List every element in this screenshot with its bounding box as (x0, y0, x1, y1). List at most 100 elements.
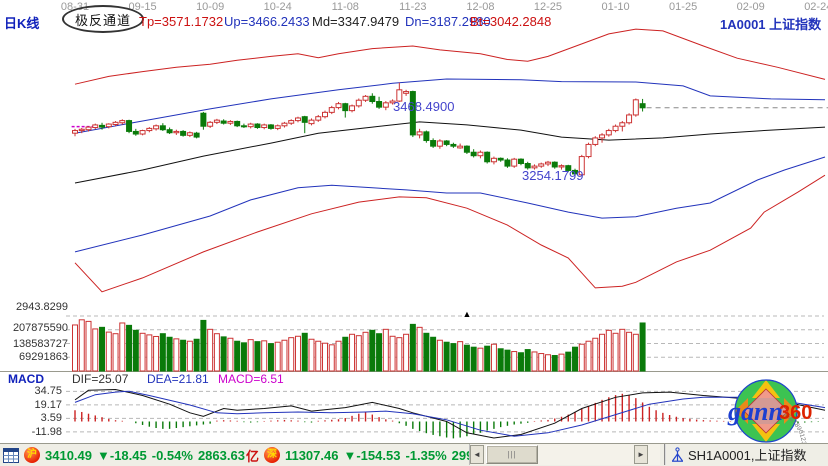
candle (301, 116, 308, 123)
volume-bar (173, 338, 180, 372)
candle (200, 112, 207, 127)
candle (592, 137, 599, 145)
candle (504, 159, 511, 167)
volume-bar (572, 346, 579, 372)
volume-bar (484, 345, 491, 372)
candle (180, 130, 187, 136)
shenzhen-market-icon[interactable]: 深 (263, 447, 280, 463)
candle (484, 151, 491, 163)
candle (558, 165, 565, 168)
candle (119, 120, 126, 124)
candle (240, 125, 247, 128)
volume-bar (267, 343, 274, 372)
scroll-right-button[interactable]: ► (634, 445, 648, 464)
candle (477, 151, 484, 157)
scrollbar-thumb[interactable]: ||| (486, 445, 538, 464)
volume-bar (85, 320, 92, 372)
candle (423, 131, 430, 142)
candle (335, 103, 342, 109)
volume-bar (247, 339, 254, 372)
candle (126, 120, 133, 132)
volume-bar (99, 326, 106, 372)
volume-bar (78, 319, 85, 372)
volume-bar (450, 343, 457, 372)
macd-dif-value: DIF=25.07 (72, 372, 129, 386)
volume-bar (632, 333, 639, 372)
candle (436, 140, 443, 147)
horizontal-scrollbar[interactable]: ◄ ||| ► (469, 444, 660, 465)
volume-bar (200, 319, 207, 372)
price-axis-min-label: 2943.8299 (16, 301, 68, 313)
candle (572, 169, 579, 175)
volume-layer: ▲ (72, 309, 646, 372)
candle (551, 161, 558, 168)
candle (294, 117, 301, 122)
scroll-left-button[interactable]: ◄ (470, 445, 484, 464)
volume-bar (599, 333, 606, 372)
volume-bar (517, 352, 524, 372)
volume-bar (315, 340, 322, 372)
volume-bar (369, 329, 376, 372)
candle (565, 165, 572, 171)
candle (362, 95, 369, 101)
volume-bar (126, 324, 133, 372)
volume-bar (551, 355, 558, 372)
quote-table-icon[interactable] (3, 447, 19, 463)
volume-scale-label-2: 138583727 (12, 338, 68, 350)
candle (220, 120, 227, 124)
volume-bar (490, 343, 497, 372)
volume-bar (403, 333, 410, 372)
volume-bar (322, 342, 329, 372)
candle (281, 122, 288, 127)
channel-indicator-badge[interactable]: 极反通道 (62, 5, 144, 33)
candle (619, 122, 626, 127)
channel-bottom-value: Bt=3042.2848 (470, 14, 552, 29)
candle (247, 123, 254, 128)
volume-bar (592, 337, 599, 372)
candle (430, 140, 437, 147)
volume-bar (139, 332, 146, 372)
volume-bar (153, 335, 160, 372)
volume-bar (261, 340, 268, 372)
date-tick: 02-24 (804, 1, 828, 13)
volume-bar (254, 341, 261, 372)
candle (78, 128, 85, 132)
volume-bar (619, 328, 626, 372)
antenna-icon (672, 447, 683, 462)
sz-index-change: ▼-154.53 (343, 447, 401, 463)
candle (517, 158, 524, 165)
candle (159, 125, 166, 131)
candle (463, 145, 470, 153)
volume-bar (335, 340, 342, 372)
candle (382, 102, 389, 108)
candle (578, 156, 585, 176)
candle (322, 111, 329, 118)
volume-bar (186, 340, 193, 372)
sz-index-percent: -1.35% (405, 447, 447, 463)
channel-layer (71, 28, 828, 293)
date-tick: 01-10 (601, 1, 629, 13)
volume-bar (362, 331, 369, 372)
candle (173, 130, 180, 134)
macd-indicator-label[interactable]: MACD (8, 372, 44, 386)
macd-layer (74, 388, 826, 439)
volume-bar (436, 339, 443, 372)
volume-bar (281, 339, 288, 372)
volume-bar (342, 336, 349, 372)
candle (376, 101, 383, 108)
volume-bar (234, 340, 241, 372)
date-tick: 10-09 (196, 1, 224, 13)
kline-period-label[interactable]: 日K线 (4, 16, 40, 31)
low-price-label: 3254.1799 (522, 168, 584, 183)
candle (389, 100, 396, 104)
candle (261, 124, 268, 129)
candle (99, 124, 106, 128)
volume-bar (430, 336, 437, 372)
shanghai-market-icon[interactable]: 沪 (24, 447, 40, 463)
volume-bar (166, 336, 173, 372)
volume-bar (294, 335, 301, 372)
candle (234, 120, 241, 127)
candle (254, 123, 261, 129)
candle (457, 145, 464, 149)
